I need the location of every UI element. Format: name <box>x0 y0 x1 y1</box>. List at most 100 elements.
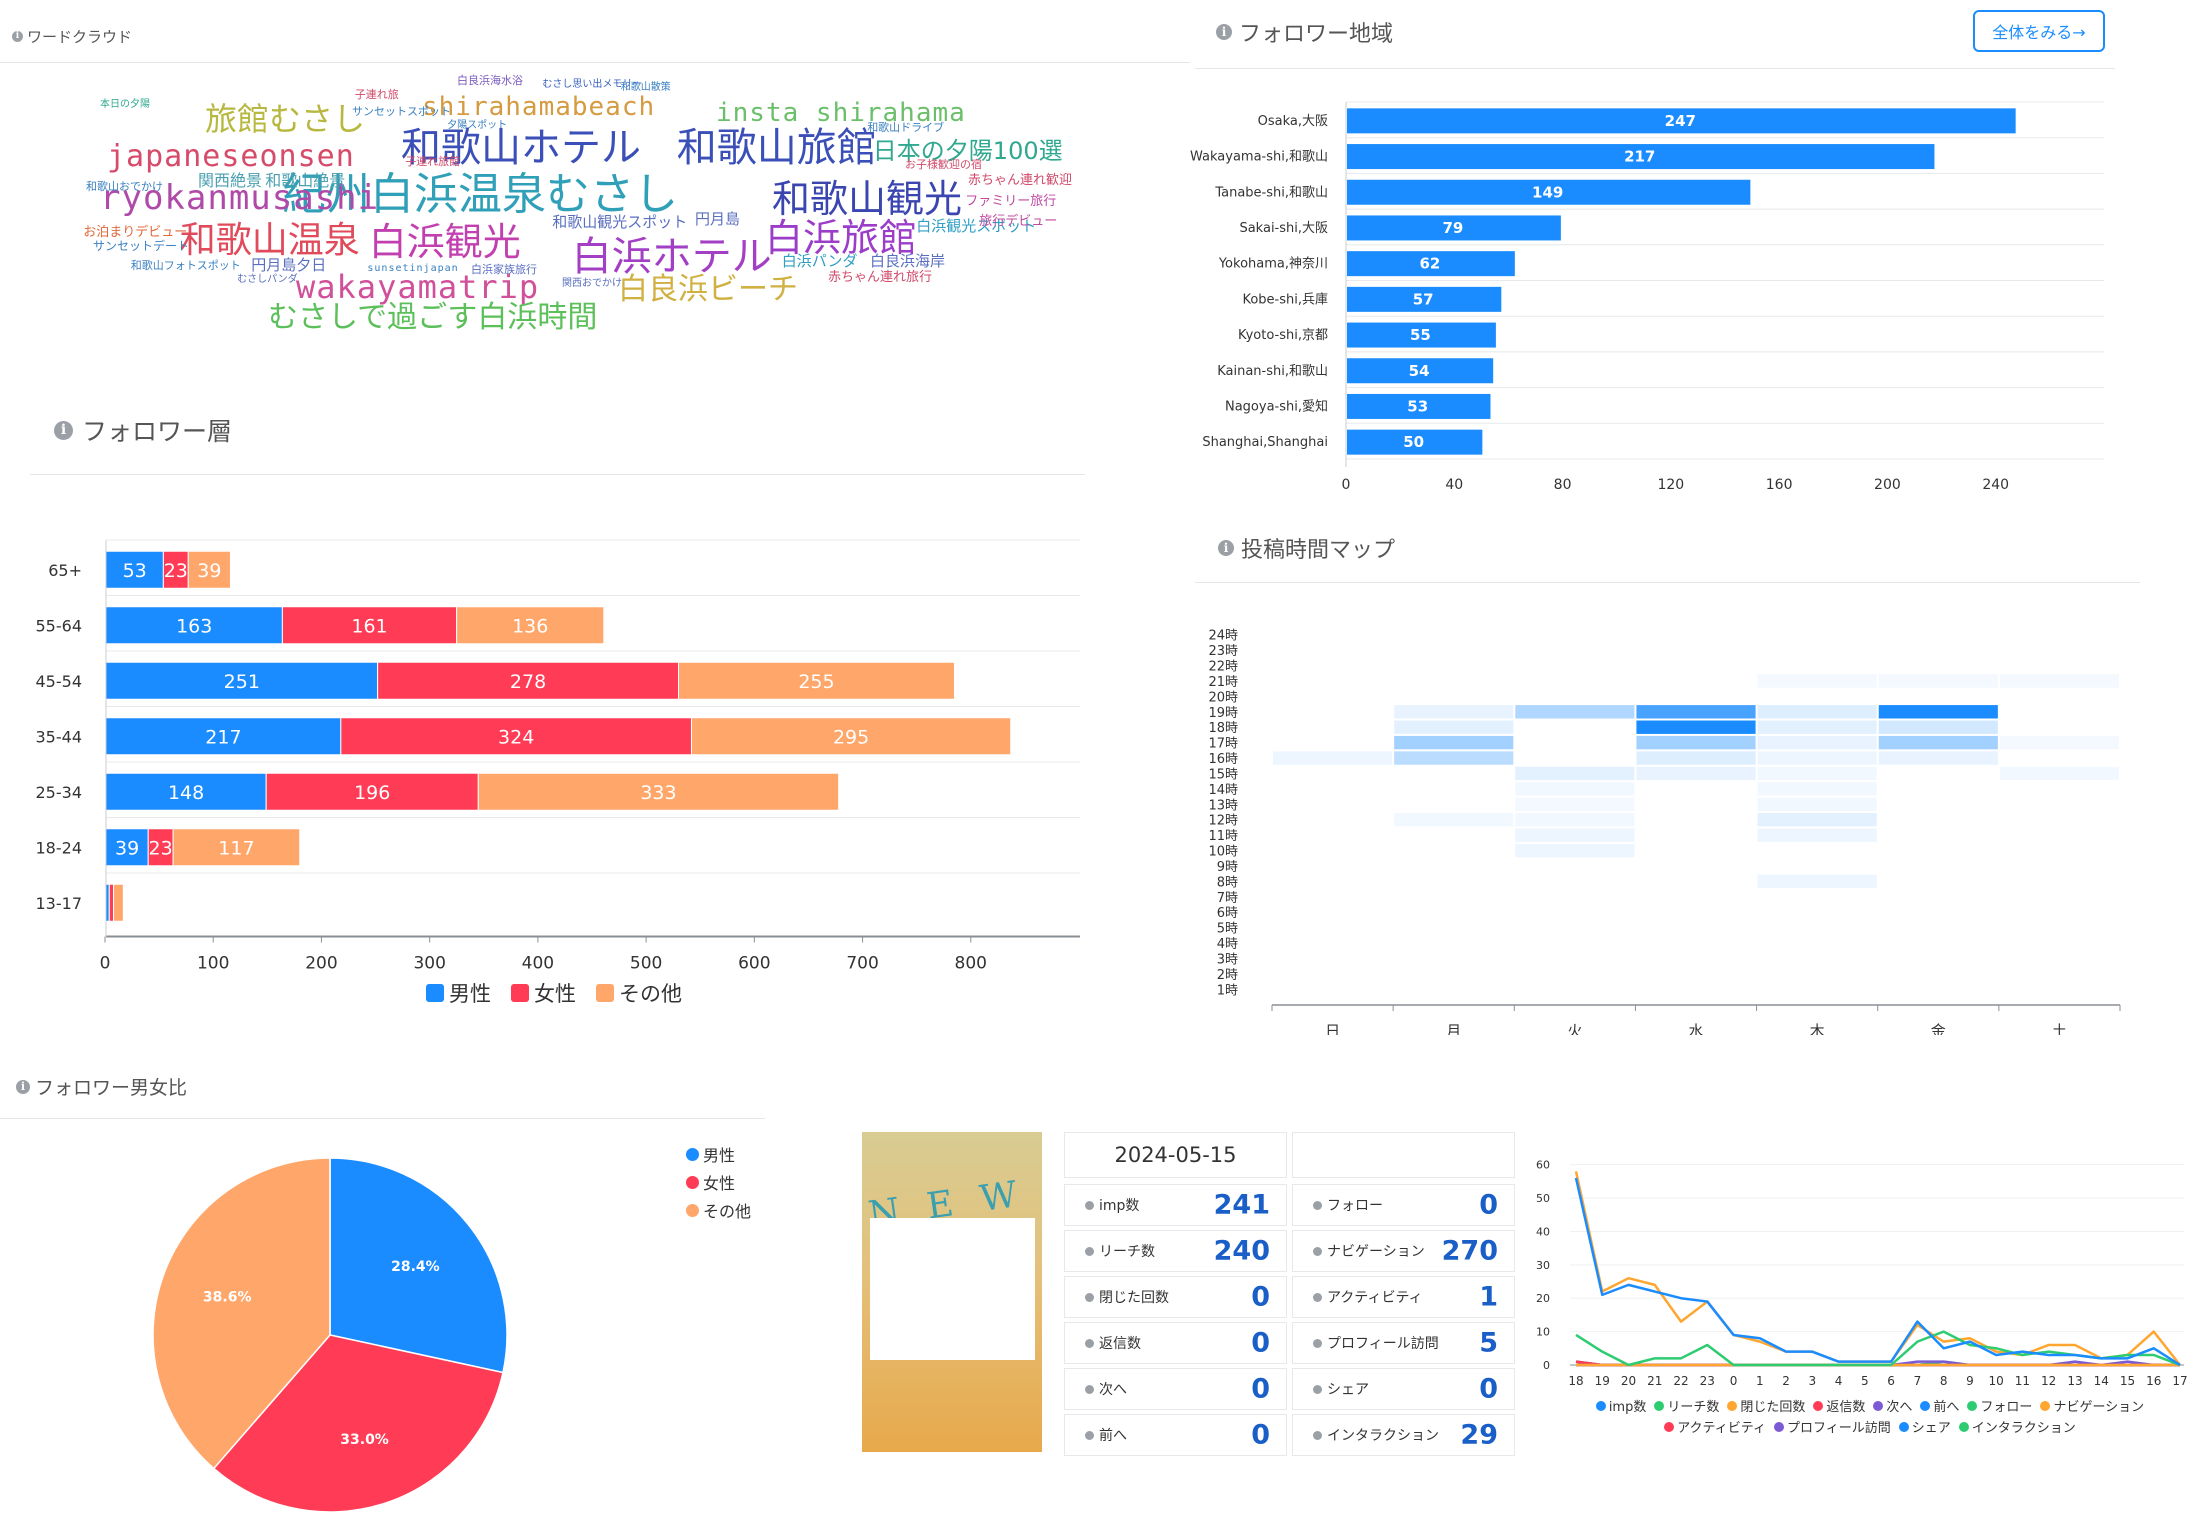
info-icon[interactable] <box>1085 1200 1094 1210</box>
heatmap-cell[interactable] <box>1757 782 1877 796</box>
heatmap-cell[interactable] <box>1636 766 1756 781</box>
timeline-legend-item[interactable]: ナビゲーション <box>2040 1396 2144 1415</box>
layer-bar-segment[interactable] <box>677 661 955 700</box>
region-bar[interactable] <box>1347 108 2016 134</box>
pie-slice[interactable] <box>329 1157 508 1374</box>
layer-bar-segment[interactable] <box>340 717 692 756</box>
info-icon[interactable] <box>1313 1430 1322 1440</box>
layer-bar-segment[interactable] <box>113 883 124 922</box>
layer-bar-segment[interactable] <box>105 717 342 756</box>
timeline-legend-item[interactable]: 閉じた回数 <box>1727 1396 1805 1415</box>
heatmap-cell[interactable] <box>1878 735 1998 750</box>
region-bar[interactable] <box>1347 393 1491 419</box>
layer-bar-segment[interactable] <box>477 772 840 811</box>
info-icon[interactable] <box>1313 1292 1322 1302</box>
heatmap-cell[interactable] <box>1636 735 1756 750</box>
heatmap-cell[interactable] <box>1757 797 1877 811</box>
layer-bar-segment[interactable] <box>456 606 605 645</box>
timeline-series-line[interactable] <box>1574 1177 2181 1367</box>
heatmap-cell[interactable] <box>1999 674 2119 688</box>
timeline-legend-item[interactable]: 返信数 <box>1813 1396 1865 1415</box>
heatmap-cell[interactable] <box>1757 813 1877 827</box>
timeline-series-line[interactable] <box>1574 1171 2181 1366</box>
info-icon[interactable]: i <box>16 1079 30 1094</box>
timeline-series-line[interactable] <box>1575 1330 2181 1367</box>
view-all-button[interactable]: 全体をみる→ <box>1973 10 2105 52</box>
info-icon[interactable] <box>1085 1292 1094 1302</box>
timeline-legend-item[interactable]: アクティビティ <box>1664 1417 1766 1436</box>
heatmap-cell[interactable] <box>1757 735 1877 750</box>
pie-slice[interactable] <box>212 1334 504 1513</box>
layer-bar-segment[interactable] <box>281 606 458 645</box>
heatmap-cell[interactable] <box>1878 674 1998 688</box>
timeline-legend-item[interactable]: 前へ <box>1920 1396 1959 1415</box>
region-bar[interactable] <box>1347 429 1483 455</box>
info-icon[interactable] <box>1313 1200 1322 1210</box>
layer-bar-segment[interactable] <box>377 661 679 700</box>
timeline-legend-item[interactable]: フォロー <box>1967 1396 2032 1415</box>
region-bar[interactable] <box>1347 215 1561 241</box>
timeline-legend-item[interactable]: 次へ <box>1873 1396 1912 1415</box>
timeline-legend-item[interactable]: インタラクション <box>1958 1417 2076 1436</box>
info-icon[interactable] <box>1085 1384 1094 1394</box>
heatmap-cell[interactable] <box>1878 705 1998 719</box>
heatmap-cell[interactable] <box>1515 766 1635 781</box>
layer-legend-item[interactable]: 男性 <box>426 978 491 1008</box>
info-icon[interactable]: i <box>12 31 23 42</box>
info-icon[interactable] <box>1313 1338 1322 1348</box>
region-bar[interactable] <box>1347 179 1751 205</box>
heatmap-cell[interactable] <box>1757 766 1877 781</box>
region-bar[interactable] <box>1347 286 1502 312</box>
heatmap-cell[interactable] <box>1999 766 2119 781</box>
layer-legend-item[interactable]: その他 <box>596 978 682 1008</box>
heatmap-cell[interactable] <box>1757 720 1877 734</box>
heatmap-cell[interactable] <box>1515 813 1635 827</box>
heatmap-cell[interactable] <box>1515 705 1635 719</box>
layer-bar-segment[interactable] <box>105 772 267 811</box>
pie-legend-item[interactable]: その他 <box>686 1198 751 1222</box>
timeline-legend-item[interactable]: リーチ数 <box>1654 1396 1719 1415</box>
heatmap-cell[interactable] <box>1394 705 1514 719</box>
heatmap-cell[interactable] <box>1636 751 1756 765</box>
heatmap-cell[interactable] <box>1515 843 1635 858</box>
heatmap-cell[interactable] <box>1757 751 1877 765</box>
layer-legend-item[interactable]: 女性 <box>511 978 576 1008</box>
heatmap-cell[interactable] <box>1636 705 1756 719</box>
pie-legend-item[interactable]: 男性 <box>686 1142 751 1166</box>
pie-slice[interactable] <box>152 1157 331 1470</box>
info-icon[interactable] <box>1085 1246 1094 1256</box>
layer-bar-segment[interactable] <box>690 717 1012 756</box>
layer-bar-segment[interactable] <box>105 606 283 645</box>
post-thumbnail[interactable]: N E W <box>862 1132 1042 1452</box>
layer-bar-segment[interactable] <box>172 828 301 867</box>
region-bar[interactable] <box>1347 144 1935 170</box>
heatmap-cell[interactable] <box>1757 874 1877 889</box>
info-icon[interactable]: i <box>1218 540 1234 556</box>
heatmap-cell[interactable] <box>1757 705 1877 719</box>
timeline-legend-item[interactable]: プロフィール訪問 <box>1774 1417 1891 1436</box>
heatmap-cell[interactable] <box>1394 813 1514 827</box>
layer-bar-segment[interactable] <box>265 772 479 811</box>
info-icon[interactable] <box>1085 1430 1094 1440</box>
heatmap-cell[interactable] <box>1515 782 1635 796</box>
info-icon[interactable]: i <box>54 420 73 440</box>
pie-legend-item[interactable]: 女性 <box>686 1170 751 1194</box>
info-icon[interactable] <box>1085 1338 1094 1348</box>
heatmap-cell[interactable] <box>1757 674 1877 688</box>
heatmap-cell[interactable] <box>1394 735 1514 750</box>
heatmap-cell[interactable] <box>1636 720 1756 734</box>
layer-bar-segment[interactable] <box>147 828 174 867</box>
heatmap-cell[interactable] <box>1878 751 1998 765</box>
info-icon[interactable] <box>1313 1246 1322 1256</box>
info-icon[interactable]: i <box>1216 24 1232 40</box>
region-bar[interactable] <box>1347 322 1496 348</box>
timeline-legend-item[interactable]: imp数 <box>1595 1396 1646 1415</box>
heatmap-cell[interactable] <box>1515 797 1635 811</box>
heatmap-cell[interactable] <box>1394 720 1514 734</box>
heatmap-cell[interactable] <box>1273 751 1393 765</box>
heatmap-cell[interactable] <box>1878 720 1998 734</box>
region-bar[interactable] <box>1347 251 1515 277</box>
region-bar[interactable] <box>1347 358 1494 384</box>
heatmap-cell[interactable] <box>1999 735 2119 750</box>
heatmap-cell[interactable] <box>1394 751 1514 765</box>
